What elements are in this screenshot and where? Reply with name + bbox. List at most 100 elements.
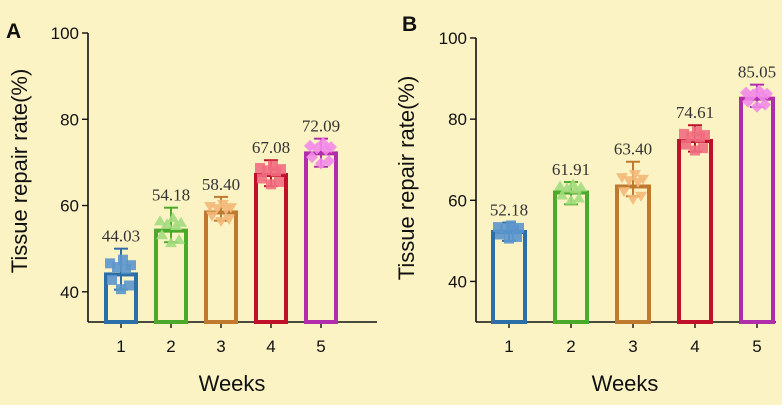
panel-b-data-point [635,191,647,202]
panel-b-ytick-label: 80 [448,110,467,129]
panel-b-data-point [753,84,765,97]
panel-a-data-point [257,173,267,184]
panel-a-ytick-label: 100 [51,24,79,43]
panel-a-ytick-label: 60 [60,197,79,216]
panel-b-data-point [637,174,649,185]
panel-b-data-point [623,176,635,187]
panel-a-data-point [317,137,329,150]
panel-a-value-label: 67.08 [252,138,290,157]
panel-b-xtick-label: 3 [628,337,637,356]
panel-a-data-point [276,164,286,175]
panel-a-data-point [225,203,237,214]
panel-a-value-label: 44.03 [102,227,140,246]
panel-a-data-point [215,216,227,227]
panel-b-bar [739,96,775,325]
panel-b-xtick-label: 2 [566,337,575,356]
panel-b-data-point [618,187,630,198]
panel-b-xtick-label: 1 [504,337,513,356]
panel-a-data-point [170,219,182,230]
panel-b-data-point [681,139,691,150]
panel-b-data-point [751,100,763,113]
panel-b-xtick-label: 4 [690,337,699,356]
panel-b-data-point [698,143,708,154]
panel-a-data-point [112,262,122,273]
panel-a-data-point [126,260,136,271]
panel-a-data-point [165,237,177,248]
panel-a-data-point [116,284,126,295]
panel-b-letter: B [402,13,417,36]
panel-b-value-label: 63.40 [614,140,652,159]
panel-a-letter: A [6,20,21,43]
panel-a-data-point [167,212,179,223]
panel-a: A Tissue repair rate(%) Weeks 40 60 80 100 1… [6,20,377,396]
panel-b-data-point [500,223,510,234]
panel-b-bar [553,190,589,324]
panel-a-xlabel: Weeks [199,371,266,396]
panel-a-data-point [266,179,276,190]
panel-a-data-point [262,165,272,176]
panel-a-data-point [217,199,229,210]
panel-b: B Tissue repair rate(%) Weeks 40 60 80 100 1… [394,13,776,396]
panel-b-data-point [506,220,516,231]
panel-b-ylabel: Tissue repair rate(%) [394,76,419,281]
panel-a-data-point [124,280,134,291]
panel-b-data-point [700,130,710,141]
panel-b-data-point [554,180,566,191]
panel-b-ytick-label: 100 [439,29,467,48]
panel-b-data-point [556,189,568,200]
panel-b-data-point [690,145,700,156]
panel-a-ytick-label: 40 [60,283,79,302]
panel-b-ytick-label: 60 [448,191,467,210]
panel-a-data-point [118,254,128,265]
panel-a-data-point [255,163,265,174]
panel-b-data-point [679,128,689,139]
panel-b-bar [491,230,527,324]
panel-b-data-point [514,222,524,233]
panel-a-data-point [173,233,185,244]
panel-b-bar [677,139,713,324]
panel-a-data-point [161,218,173,229]
panel-a-data-point [306,151,318,164]
panel-a-xtick-label: 4 [266,337,275,356]
panel-b-data-point [567,178,579,189]
panel-b-value-label: 85.05 [738,63,776,82]
panel-a-xtick-label: 1 [116,337,125,356]
panel-b-data-point [740,86,752,99]
panel-a-bar [204,210,238,325]
panel-a-data-point [156,229,168,240]
panel-a-value-label: 58.40 [202,175,240,194]
panel-b-bar [615,184,651,324]
panel-a-data-point [304,139,316,152]
panel-a-ytick-label: 80 [60,110,79,129]
panel-a-xtick-label: 3 [216,337,225,356]
panel-b-data-point [573,192,585,203]
panel-b-data-point [629,170,641,181]
panel-a-plot: 40 60 80 100 1 44.03 2 54.18 3 58.40 4 67.08 5 72.09 [51,24,377,356]
panel-a-ylabel: Tissue repair rate(%) [7,69,32,274]
panel-b-data-point [565,194,577,205]
panel-a-data-point [206,211,218,222]
panel-a-value-label: 72.09 [302,117,340,136]
panel-b-data-point [495,229,505,240]
panel-a-xtick-label: 2 [166,337,175,356]
panel-b-data-point [742,95,754,108]
panel-b-data-point [627,194,639,205]
panel-b-xtick-label: 5 [752,337,761,356]
panel-a-data-point [154,215,166,226]
panel-b-data-point [512,231,522,242]
panel-a-data-point [274,176,284,187]
panel-b-data-point [686,131,696,142]
panel-a-bar [254,172,288,324]
panel-b-data-point [493,222,503,233]
panel-b-value-label: 61.91 [552,160,590,179]
panel-b-plot: 40 60 80 100 1 52.18 2 61.91 3 63.40 4 74.61 5 85.05 [439,29,777,356]
panel-b-xlabel: Weeks [592,371,659,396]
panel-a-data-point [268,160,278,171]
panel-a-data-point [315,157,327,170]
panel-b-value-label: 74.61 [676,103,714,122]
panel-b-value-label: 52.18 [490,201,528,220]
panel-b-data-point [504,233,514,244]
panel-a-xtick-label: 5 [316,337,325,356]
panel-a-value-label: 54.18 [152,186,190,205]
